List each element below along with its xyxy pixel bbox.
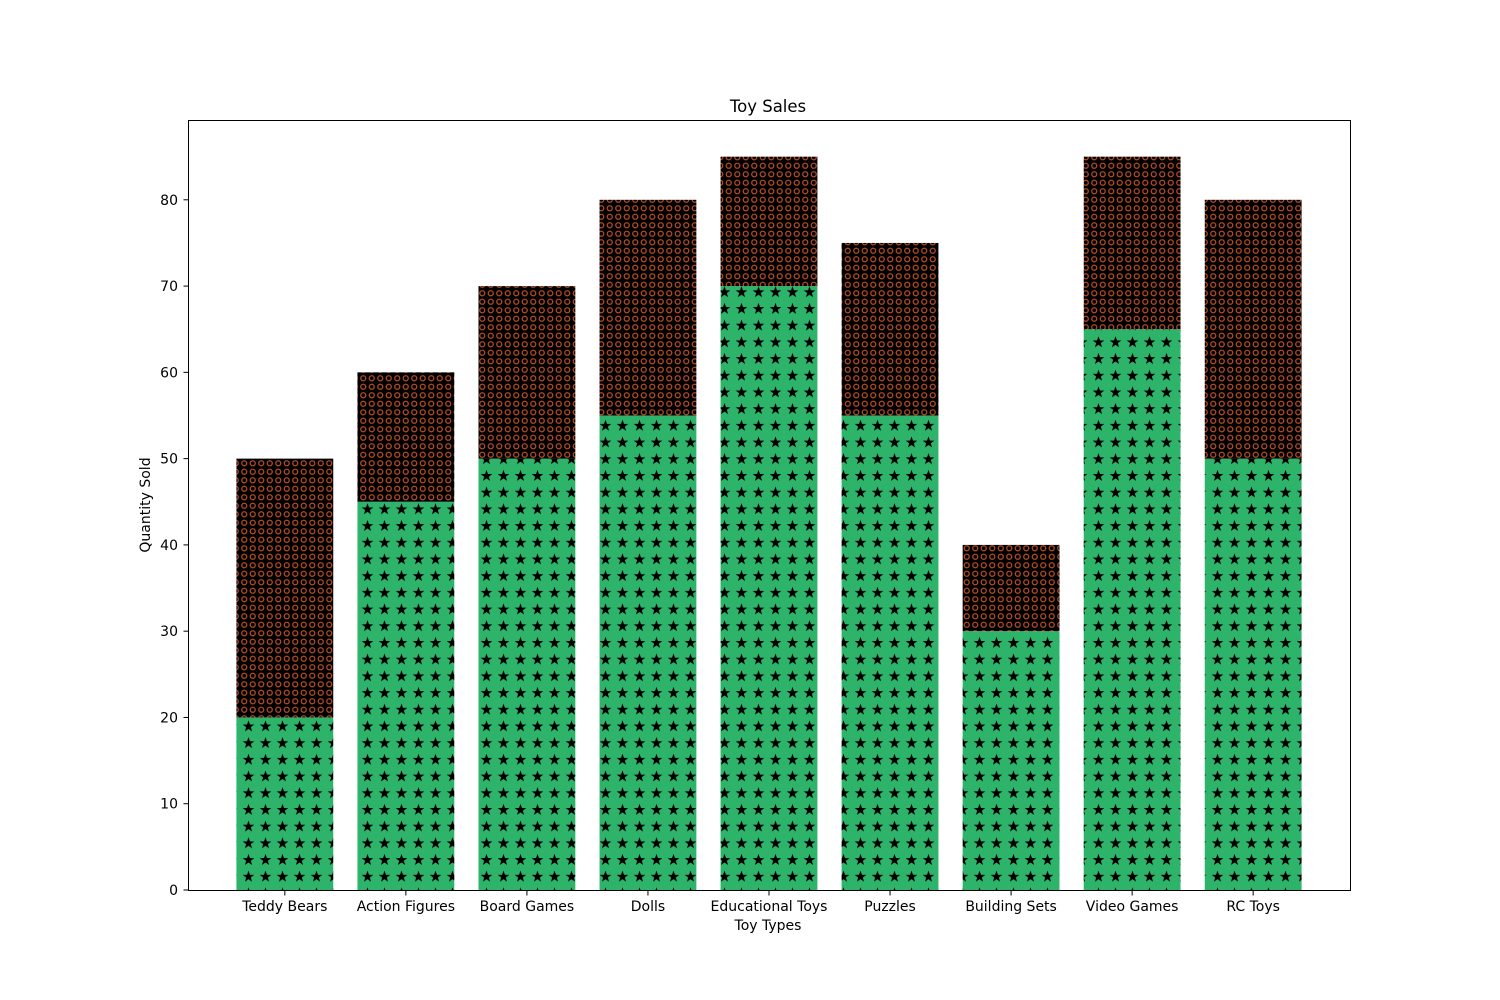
bar-segment-upper-3 xyxy=(599,199,697,416)
bar-segment-upper-6 xyxy=(962,544,1060,632)
y-axis-label: Quantity Sold xyxy=(138,457,154,552)
bars-group xyxy=(236,156,1302,891)
y-tick-label: 50 xyxy=(160,452,178,468)
y-tick-label: 30 xyxy=(160,624,178,640)
x-axis: Teddy Bears Action Figures Board Games Doll… xyxy=(241,890,1280,915)
bar-segment-upper-1 xyxy=(357,372,455,502)
bar-segment-lower-5 xyxy=(841,415,939,890)
bar-segment-upper-8 xyxy=(1204,199,1302,459)
x-tick-label: Building Sets xyxy=(965,899,1057,915)
chart-title: Toy Sales xyxy=(729,97,806,116)
bar-segment-upper-5 xyxy=(841,242,939,416)
bar-segment-upper-7 xyxy=(1083,156,1181,330)
x-tick-label: Educational Toys xyxy=(711,899,828,915)
bar-segment-lower-6 xyxy=(962,631,1060,890)
y-tick-label: 60 xyxy=(160,365,178,381)
y-tick-label: 20 xyxy=(160,710,178,726)
x-tick-label: Dolls xyxy=(631,899,665,915)
bar-segment-upper-0 xyxy=(236,458,334,718)
x-tick-label: Puzzles xyxy=(864,899,916,915)
x-tick-label: RC Toys xyxy=(1226,899,1280,915)
y-tick-label: 0 xyxy=(169,883,178,899)
x-tick-label: Video Games xyxy=(1086,899,1179,915)
x-tick-label: Teddy Bears xyxy=(241,899,327,915)
bar-segment-upper-4 xyxy=(720,156,818,287)
bar-segment-lower-2 xyxy=(478,458,576,890)
y-tick-label: 70 xyxy=(160,279,178,295)
bar-segment-lower-3 xyxy=(599,415,697,890)
y-axis: 0 10 20 30 40 50 60 70 80 xyxy=(160,193,189,899)
bar-segment-lower-4 xyxy=(720,286,818,891)
bar-segment-lower-7 xyxy=(1083,329,1181,891)
bar-segment-upper-2 xyxy=(478,286,576,459)
y-tick-label: 80 xyxy=(160,193,178,209)
x-tick-label: Action Figures xyxy=(357,899,455,915)
bar-segment-lower-1 xyxy=(357,501,455,890)
bar-segment-lower-0 xyxy=(236,717,334,890)
y-tick-label: 10 xyxy=(160,797,178,813)
x-axis-label: Toy Types xyxy=(734,918,802,934)
y-tick-label: 40 xyxy=(160,538,178,554)
bar-segment-lower-8 xyxy=(1204,458,1302,890)
x-tick-label: Board Games xyxy=(480,899,575,915)
